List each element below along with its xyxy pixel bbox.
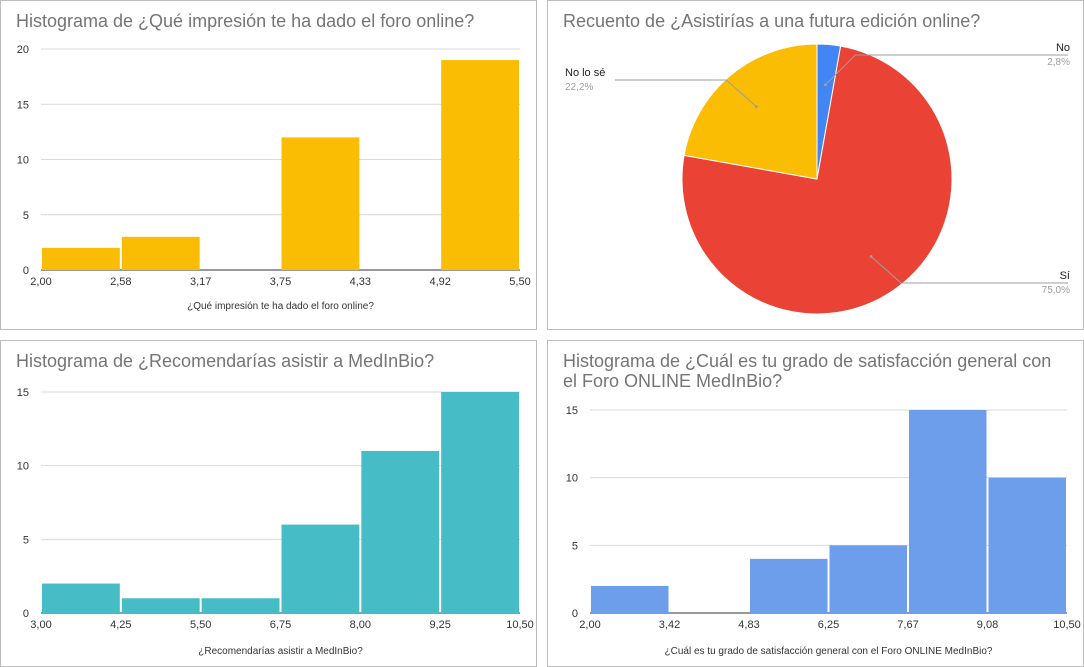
x-tick-label: 7,67 (897, 619, 918, 631)
x-tick-label: 3,17 (190, 276, 211, 288)
x-tick-label: 3,75 (270, 276, 291, 288)
x-tick-label: 2,58 (110, 276, 131, 288)
y-tick-label: 10 (17, 155, 29, 167)
y-tick-label: 5 (23, 210, 29, 222)
x-tick-label: 6,75 (270, 619, 291, 631)
x-axis-title: ¿Qué impresión te ha dado el foro online… (187, 301, 374, 312)
slice-percent: 22,2% (565, 82, 593, 93)
histogram-panel-recomendarias: Histograma de ¿Recomendarías asistir a M… (0, 340, 537, 667)
x-tick-label: 4,25 (110, 619, 131, 631)
x-tick-label: 9,08 (977, 619, 998, 631)
x-axis-title: ¿Cuál es tu grado de satisfacción genera… (665, 646, 993, 657)
slice-percent: 75,0% (1042, 285, 1070, 296)
histogram-chart: 0 5 10 15 20 2,00 2,58 3,17 3,75 4,33 4,92 5,50 ¿Qué… (17, 44, 531, 312)
histogram-bar (201, 598, 280, 613)
x-tick-label: 6,25 (818, 619, 839, 631)
y-tick-label: 0 (572, 608, 578, 620)
x-tick-label: 2,00 (30, 276, 51, 288)
x-tick-label: 5,50 (190, 619, 211, 631)
pie-chart: No 2,8% Sí 75,0% No lo sé 22,2% (565, 42, 1070, 315)
x-tick-label: 4,33 (350, 276, 371, 288)
pie-slice (681, 45, 953, 315)
histogram-bar (829, 545, 907, 613)
slice-percent: 2,8% (1047, 57, 1070, 68)
leader-line (870, 256, 1068, 284)
y-tick-label: 10 (17, 461, 29, 473)
histogram-bar (121, 236, 200, 270)
histogram-bar (42, 583, 120, 613)
y-tick-label: 15 (17, 99, 29, 111)
x-tick-label: 3,00 (30, 619, 51, 631)
histogram-bar (750, 558, 828, 613)
y-tick-label: 0 (23, 265, 29, 277)
slice-label: No (1056, 42, 1070, 54)
histogram-bar (441, 392, 519, 613)
x-axis-title: ¿Recomendarías asistir a MedInBio? (198, 646, 363, 657)
slice-label: Sí (1060, 270, 1070, 282)
histogram-bar (121, 598, 200, 613)
histogram-bar (441, 60, 519, 270)
y-tick-label: 0 (23, 608, 29, 620)
histogram-panel-impresion: Histograma de ¿Qué impresión te ha dado … (0, 0, 537, 330)
histogram-bar (281, 137, 360, 270)
y-tick-label: 5 (23, 534, 29, 546)
chart-title: Histograma de ¿Qué impresión te ha dado … (16, 11, 475, 31)
y-tick-label: 15 (17, 387, 29, 399)
x-tick-label: 4,92 (429, 276, 450, 288)
histogram-bar (988, 477, 1066, 613)
x-tick-label: 3,42 (659, 619, 680, 631)
y-tick-label: 15 (566, 405, 578, 417)
chart-title: Recuento de ¿Asistirías a una futura edi… (563, 11, 981, 31)
histogram-bar (591, 585, 669, 613)
x-tick-label: 10,50 (1053, 619, 1081, 631)
x-tick-label: 2,00 (579, 619, 600, 631)
histogram-chart: 0 5 10 15 3,00 4,25 5,50 6,75 8,00 9,25 10,50 ¿Reco… (17, 387, 534, 657)
y-tick-label: 5 (572, 540, 578, 552)
histogram-bar (909, 410, 987, 613)
leader-line (615, 79, 757, 107)
x-tick-label: 4,83 (738, 619, 759, 631)
x-tick-label: 9,25 (429, 619, 450, 631)
pie-panel-asistirias: Recuento de ¿Asistirías a una futura edi… (547, 0, 1084, 330)
chart-title: Histograma de ¿Cuál es tu grado de satis… (563, 351, 1052, 391)
histogram-bar (281, 524, 360, 613)
x-tick-label: 5,50 (509, 276, 530, 288)
histogram-panel-satisfaccion: Histograma de ¿Cuál es tu grado de satis… (547, 340, 1084, 667)
chart-title: Histograma de ¿Recomendarías asistir a M… (16, 351, 435, 371)
y-tick-label: 10 (566, 473, 578, 485)
x-tick-label: 10,50 (506, 619, 534, 631)
pie-slice (683, 43, 818, 180)
y-tick-label: 20 (17, 44, 29, 56)
histogram-bar (361, 450, 440, 613)
histogram-bar (42, 247, 120, 270)
leader-line (824, 54, 1068, 86)
histogram-chart: 0 5 10 15 2,00 3,42 4,83 6,25 7,67 9,08 10,50 ¿Cuál… (566, 405, 1081, 657)
x-tick-label: 8,00 (350, 619, 371, 631)
slice-label: No lo sé (565, 67, 605, 79)
